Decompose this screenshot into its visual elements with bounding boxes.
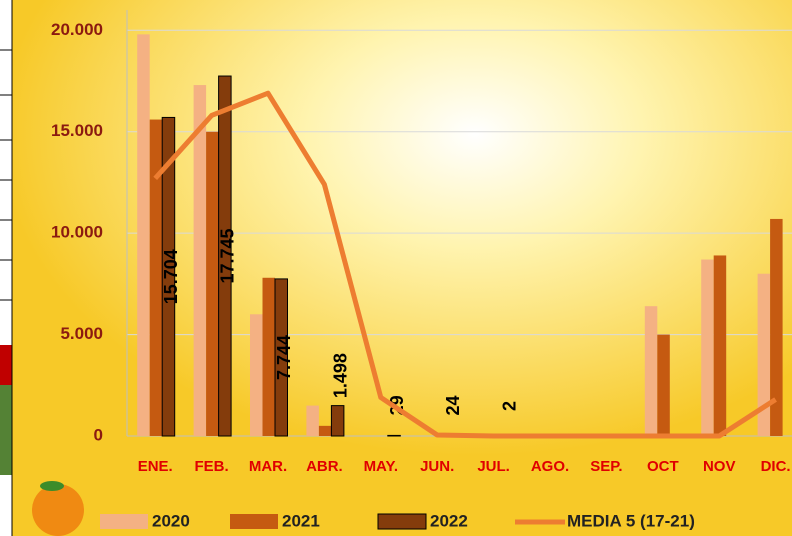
legend-label: 2022	[430, 511, 468, 530]
legend-swatch	[230, 514, 278, 529]
left-table-fragment	[0, 0, 12, 536]
x-tick-label: ENE.	[138, 458, 173, 475]
background	[0, 0, 792, 536]
legend-item: 2021	[230, 511, 320, 530]
x-tick-label: AGO.	[531, 458, 569, 475]
legend-label: 2021	[282, 511, 320, 530]
data-label: 2	[500, 401, 520, 411]
x-tick-label: JUN.	[420, 458, 454, 475]
legend-swatch	[378, 514, 426, 529]
x-tick-label: DIC.	[761, 458, 791, 475]
bar	[701, 260, 714, 436]
legend-item: 2020	[100, 511, 190, 530]
x-tick-label: MAY.	[364, 458, 398, 475]
bar	[645, 306, 658, 436]
data-label: 15.704	[161, 249, 181, 304]
data-label: 17.745	[218, 228, 238, 283]
bar	[194, 85, 207, 436]
x-tick-label: NOV	[703, 458, 736, 475]
chart: 0 5.000 10.000 15.000 20.000 15.704 17.745 7.74…	[0, 0, 792, 536]
bar	[137, 34, 150, 436]
y-tick-label: 10.000	[51, 223, 103, 242]
legend-swatch	[100, 514, 148, 529]
legend-label: 2020	[152, 511, 190, 530]
y-tick-label: 20.000	[51, 20, 103, 39]
bar	[319, 426, 332, 436]
bar	[331, 406, 344, 436]
y-tick-label: 0	[94, 425, 103, 444]
x-tick-label: MAR.	[249, 458, 287, 475]
x-tick-label: SEP.	[590, 458, 622, 475]
bar	[388, 435, 401, 436]
bar	[250, 314, 263, 436]
y-tick-label: 5.000	[60, 324, 103, 343]
x-tick-label: FEB.	[195, 458, 229, 475]
x-tick-label: ABR.	[306, 458, 343, 475]
data-label: 24	[443, 395, 463, 415]
data-label: 1.498	[330, 353, 350, 398]
bar	[306, 406, 319, 436]
bar	[657, 335, 670, 436]
x-tick-label: JUL.	[477, 458, 510, 475]
legend-item: 2022	[378, 511, 468, 530]
x-tick-label: OCT	[647, 458, 679, 475]
y-tick-label: 15.000	[51, 121, 103, 140]
legend-label: MEDIA 5 (17-21)	[567, 511, 695, 530]
data-label: 7.744	[274, 335, 294, 380]
bar	[714, 255, 727, 436]
